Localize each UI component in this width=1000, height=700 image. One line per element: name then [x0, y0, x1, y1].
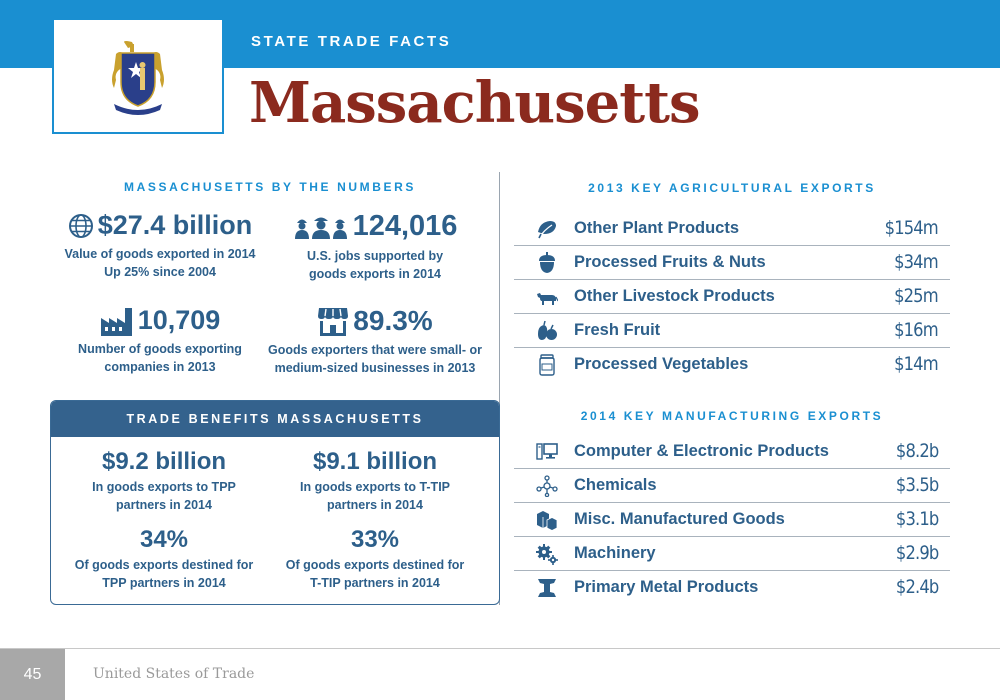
- stat-value: 89.3%: [353, 305, 433, 336]
- item-name: Machinery: [574, 544, 656, 562]
- item-value: $154m: [884, 217, 939, 239]
- cow-icon: [537, 293, 558, 305]
- list-item: Other Livestock Products $25m: [514, 280, 950, 314]
- workers-icon: [294, 217, 347, 239]
- list-item: Computer & Electronic Products $8.2b: [514, 435, 950, 469]
- benefit-value: $9.2 billion: [101, 448, 227, 475]
- boxes-icon: [537, 511, 558, 531]
- factory-icon: [100, 307, 132, 336]
- stat-export-value: $27.4 billion Value of goods exported in…: [55, 210, 265, 281]
- item-name: Computer & Electronic Products: [574, 442, 829, 460]
- gears-icon: [536, 544, 558, 565]
- manufacturing-list: Computer & Electronic Products $8.2b Che…: [514, 435, 950, 604]
- benefit-desc-line: Of goods exports destined for: [285, 558, 465, 572]
- stat-desc-line: goods exports in 2014: [309, 267, 441, 281]
- list-item: Processed Fruits & Nuts $34m: [514, 246, 950, 280]
- stat-desc-line: Value of goods exported in 2014: [64, 247, 256, 261]
- benefit-stat: 34% Of goods exports destined for TPP pa…: [64, 526, 264, 592]
- item-name: Other Livestock Products: [574, 287, 775, 305]
- item-value: $34m: [894, 251, 939, 273]
- stat-desc-line: Up 25% since 2004: [104, 265, 216, 279]
- agricultural-heading: 2013 KEY AGRICULTURAL EXPORTS: [588, 181, 876, 195]
- benefit-stat: 33% Of goods exports destined for T-TIP …: [275, 526, 475, 592]
- state-title: Massachusetts: [249, 70, 701, 136]
- trade-benefits-heading: TRADE BENEFITS MASSACHUSETTS: [51, 401, 499, 437]
- item-value: $16m: [894, 319, 939, 341]
- item-value: $8.2b: [895, 440, 939, 462]
- benefit-desc-line: Of goods exports destined for: [74, 558, 254, 572]
- acorn-icon: [539, 252, 555, 273]
- list-item: Other Plant Products $154m: [514, 212, 950, 246]
- list-item: Machinery $2.9b: [514, 537, 950, 571]
- i-beam-icon: [538, 579, 556, 597]
- fruit-icon: [538, 320, 557, 340]
- item-name: Other Plant Products: [574, 219, 740, 237]
- benefit-desc-line: T-TIP partners in 2014: [310, 576, 440, 590]
- list-item: Chemicals $3.5b: [514, 469, 950, 503]
- benefit-stat: $9.2 billion In goods exports to TPP par…: [64, 448, 264, 514]
- stat-desc-line: medium-sized businesses in 2013: [274, 361, 476, 375]
- item-name: Fresh Fruit: [574, 321, 661, 339]
- stat-desc-line: Number of goods exporting: [78, 342, 242, 356]
- by-numbers-heading: MASSACHUSETTS BY THE NUMBERS: [124, 180, 416, 194]
- publication-title: United States of Trade: [93, 666, 255, 682]
- item-name: Processed Fruits & Nuts: [574, 253, 766, 271]
- header-kicker: STATE TRADE FACTS: [251, 33, 452, 50]
- computer-icon: [536, 443, 558, 460]
- benefit-desc-line: partners in 2014: [116, 498, 212, 512]
- item-name: Primary Metal Products: [574, 578, 759, 596]
- jar-icon: [539, 354, 555, 376]
- stat-desc-line: U.S. jobs supported by: [306, 249, 444, 263]
- benefit-desc-line: In goods exports to TPP: [92, 480, 236, 494]
- item-name: Chemicals: [574, 476, 657, 494]
- stat-value: 124,016: [352, 210, 458, 242]
- storefront-icon: [318, 308, 349, 336]
- list-item: Processed Vegetables $14m: [514, 348, 950, 381]
- stat-value: 10,709: [137, 305, 221, 335]
- benefit-value: $9.1 billion: [312, 448, 438, 475]
- item-name: Processed Vegetables: [574, 355, 749, 373]
- item-value: $25m: [894, 285, 939, 307]
- benefit-value: 33%: [350, 526, 400, 553]
- stat-value: $27.4 billion: [97, 210, 253, 240]
- column-divider: [499, 172, 500, 605]
- item-value: $2.4b: [895, 576, 939, 598]
- footer-divider: [0, 648, 1000, 649]
- trade-benefits-panel: TRADE BENEFITS MASSACHUSETTS $9.2 billio…: [50, 400, 500, 605]
- manufacturing-heading: 2014 KEY MANUFACTURING EXPORTS: [580, 409, 884, 423]
- benefit-desc-line: partners in 2014: [327, 498, 423, 512]
- item-value: $14m: [894, 353, 939, 375]
- molecule-icon: [536, 475, 558, 497]
- list-item: Misc. Manufactured Goods $3.1b: [514, 503, 950, 537]
- page-number: 45: [0, 649, 65, 700]
- item-name: Misc. Manufactured Goods: [574, 510, 785, 528]
- list-item: Fresh Fruit $16m: [514, 314, 950, 348]
- globe-icon: [68, 213, 93, 238]
- stat-desc-line: Goods exporters that were small- or: [268, 343, 482, 357]
- benefit-stat: $9.1 billion In goods exports to T-TIP p…: [275, 448, 475, 514]
- agricultural-list: Other Plant Products $154m Processed Fru…: [514, 212, 950, 381]
- item-value: $3.1b: [895, 508, 939, 530]
- massachusetts-seal-icon: [112, 41, 164, 115]
- item-value: $3.5b: [895, 474, 939, 496]
- stat-desc-line: companies in 2013: [104, 360, 216, 374]
- plant-leaf-icon: [538, 221, 556, 239]
- stat-exporting-companies: 10,709 Number of goods exporting compani…: [55, 305, 265, 376]
- item-value: $2.9b: [895, 542, 939, 564]
- stat-jobs: 124,016 U.S. jobs supported by goods exp…: [270, 210, 480, 283]
- benefit-desc-line: TPP partners in 2014: [102, 576, 226, 590]
- stat-small-business: 89.3% Goods exporters that were small- o…: [265, 305, 485, 377]
- state-flag: [52, 18, 224, 134]
- benefit-value: 34%: [139, 526, 189, 553]
- list-item: Primary Metal Products $2.4b: [514, 571, 950, 604]
- benefit-desc-line: In goods exports to T-TIP: [300, 480, 450, 494]
